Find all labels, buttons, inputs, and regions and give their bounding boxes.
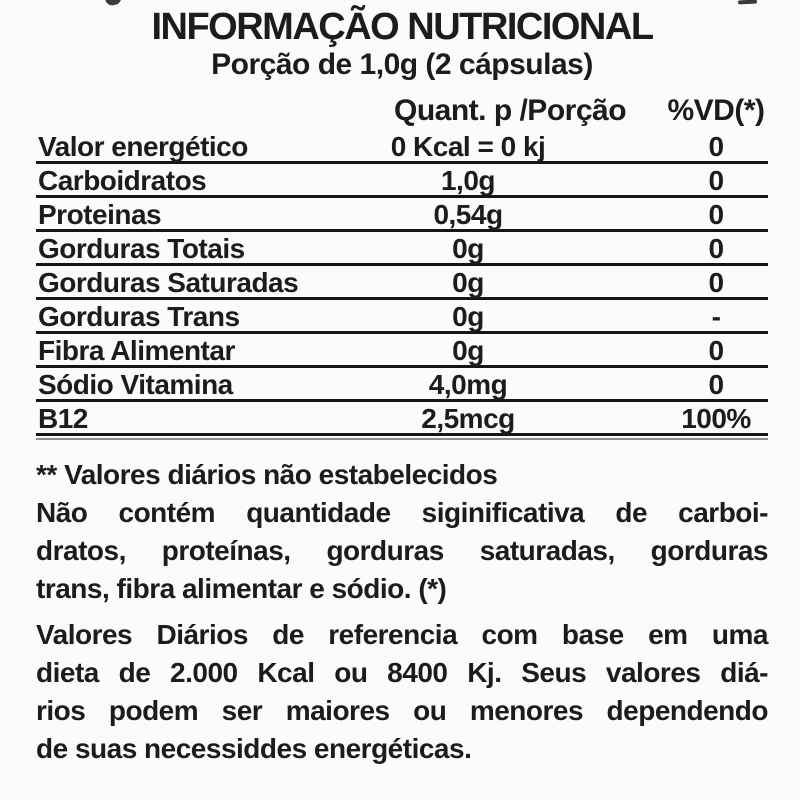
table-column-header: Quant. p /Porção %VD(*) xyxy=(36,94,768,128)
nutrient-quantity: 0g xyxy=(452,301,484,332)
table-row: Gorduras Saturadas 0g 0 xyxy=(36,266,768,300)
footnotes: ** Valores diários não estabelecidos Não… xyxy=(36,456,769,768)
nutrient-daily-value: 0 xyxy=(708,233,724,264)
nutrient-quantity: 0g xyxy=(452,335,484,366)
table-row: Sódio Vitamina 4,0mg 0 xyxy=(36,368,768,402)
nutrient-name: B12 xyxy=(38,403,88,434)
footnote-line: dratos, proteínas, gorduras saturadas, g… xyxy=(36,535,769,566)
nutrient-quantity: 2,5mcg xyxy=(421,403,515,434)
nutrient-quantity: 0 Kcal = 0 kj xyxy=(390,131,546,162)
nutrient-daily-value: 0 xyxy=(708,369,724,400)
table-row: Proteinas 0,54g 0 xyxy=(36,198,768,232)
column-header-quantity: Quant. p /Porção xyxy=(393,94,627,127)
nutrient-name: Carboidratos xyxy=(38,165,207,196)
table-row: B12 2,5mcg 100% xyxy=(36,402,768,436)
footnote-line: ** Valores diários não estabelecidos xyxy=(36,459,498,490)
footnote-line: trans, fibra alimentar e sódio. (*) xyxy=(36,573,447,604)
nutrient-daily-value: 100% xyxy=(681,403,751,434)
nutrient-daily-value: 0 xyxy=(708,267,724,298)
table-row: Gorduras Trans 0g - xyxy=(36,300,768,334)
nutrition-table: Valor energético 0 Kcal = 0 kj 0 Carboid… xyxy=(36,130,768,440)
nutrient-name: Fibra Alimentar xyxy=(38,335,235,366)
nutrient-quantity: 0g xyxy=(452,233,484,264)
column-header-daily-value: %VD(*) xyxy=(667,94,765,127)
nutrient-daily-value: 0 xyxy=(708,335,724,366)
footnote-line: Valores Diários de referencia com base e… xyxy=(36,619,769,650)
nutrient-quantity: 4,0mg xyxy=(428,369,508,400)
footnote-paragraph-2: Valores Diários de referencia com base e… xyxy=(36,616,769,768)
footnote-line: dieta de 2.000 Kcal ou 8400 Kj. Seus val… xyxy=(36,657,769,688)
nutrient-name: Valor energético xyxy=(38,131,248,162)
footnote-line: Não contém quantidade siginificativa de … xyxy=(36,497,769,528)
nutrient-quantity: 0g xyxy=(452,267,484,298)
nutrient-daily-value: 0 xyxy=(708,131,724,162)
nutrient-name: Proteinas xyxy=(38,199,162,230)
nutrient-quantity: 1,0g xyxy=(440,165,496,196)
nutrient-name: Gorduras Trans xyxy=(38,301,240,332)
table-row: Fibra Alimentar 0g 0 xyxy=(36,334,768,368)
nutrient-name: Gorduras Totais xyxy=(38,233,245,264)
nutrient-daily-value: 0 xyxy=(708,199,724,230)
table-row: Valor energético 0 Kcal = 0 kj 0 xyxy=(36,130,768,164)
footnote-line: de suas necessiddes energéticas. xyxy=(36,733,472,764)
serving-size: Porção de 1,0g (2 cápsulas) xyxy=(211,48,593,81)
nutrient-name: Gorduras Saturadas xyxy=(38,267,299,298)
crop-artifact-right xyxy=(737,0,758,5)
label-title: INFORMAÇÃO NUTRICIONAL xyxy=(151,6,654,48)
nutrient-daily-value: 0 xyxy=(708,165,724,196)
nutrient-quantity: 0,54g xyxy=(433,199,503,230)
footnote-paragraph-1: ** Valores diários não estabelecidos Não… xyxy=(36,456,769,608)
table-row: Carboidratos 1,0g 0 xyxy=(36,164,768,198)
table-bottom-rule xyxy=(36,436,768,440)
nutrient-daily-value: - xyxy=(711,301,721,332)
nutrient-name: Sódio Vitamina xyxy=(38,369,233,400)
footnote-line: rios podem ser maiores ou menores depend… xyxy=(36,695,769,726)
table-row: Gorduras Totais 0g 0 xyxy=(36,232,768,266)
